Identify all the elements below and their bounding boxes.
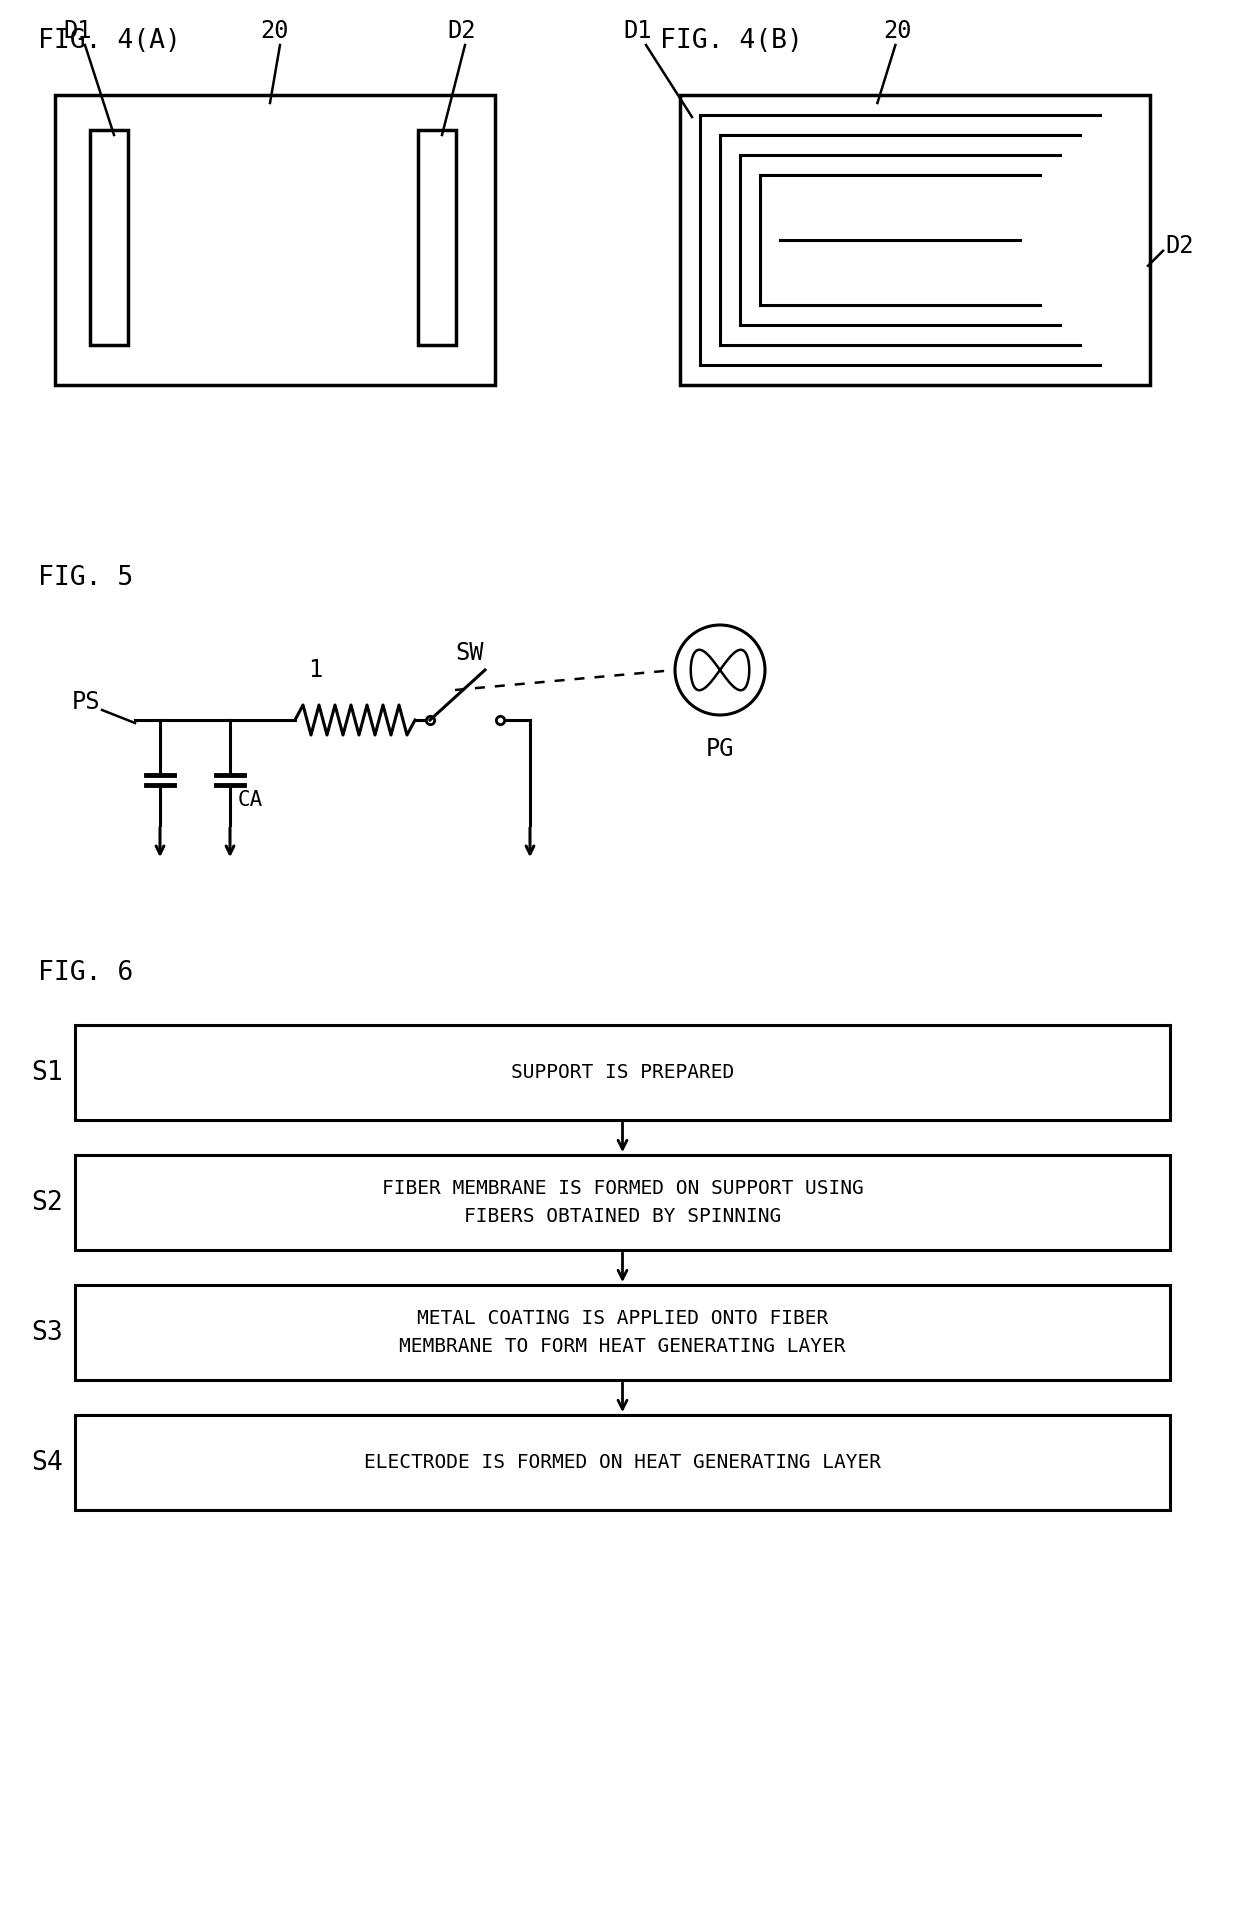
Text: FIG. 6: FIG. 6	[38, 960, 133, 985]
Text: PS: PS	[72, 690, 100, 715]
Text: D1: D1	[624, 19, 652, 43]
Text: 20: 20	[260, 19, 289, 43]
Bar	[680, 95, 1149, 384]
Text: FIBER MEMBRANE IS FORMED ON SUPPORT USING
FIBERS OBTAINED BY SPINNING: FIBER MEMBRANE IS FORMED ON SUPPORT USIN…	[382, 1179, 863, 1227]
Text: D1: D1	[63, 19, 92, 43]
Text: FIG. 5: FIG. 5	[38, 564, 133, 591]
Text: D2: D2	[448, 19, 476, 43]
Text: D2: D2	[1166, 234, 1193, 257]
Text: CA: CA	[238, 790, 263, 810]
Text: SW: SW	[456, 641, 485, 665]
Text: S1: S1	[31, 1059, 63, 1086]
Bar	[74, 1026, 1171, 1121]
Bar	[55, 95, 495, 384]
Bar	[74, 1285, 1171, 1379]
Bar	[74, 1414, 1171, 1511]
Text: S3: S3	[31, 1320, 63, 1345]
Bar	[418, 129, 456, 346]
Text: S4: S4	[31, 1449, 63, 1476]
Text: SUPPORT IS PREPARED: SUPPORT IS PREPARED	[511, 1063, 734, 1082]
Text: PG: PG	[706, 736, 734, 761]
Bar	[74, 1155, 1171, 1250]
Text: FIG. 4(A): FIG. 4(A)	[38, 27, 181, 54]
Bar	[91, 129, 128, 346]
Text: FIG. 4(B): FIG. 4(B)	[660, 27, 802, 54]
Text: METAL COATING IS APPLIED ONTO FIBER
MEMBRANE TO FORM HEAT GENERATING LAYER: METAL COATING IS APPLIED ONTO FIBER MEMB…	[399, 1310, 846, 1356]
Text: 1: 1	[308, 659, 322, 682]
Text: ELECTRODE IS FORMED ON HEAT GENERATING LAYER: ELECTRODE IS FORMED ON HEAT GENERATING L…	[365, 1453, 880, 1472]
Text: S2: S2	[31, 1190, 63, 1215]
Text: 20: 20	[883, 19, 911, 43]
